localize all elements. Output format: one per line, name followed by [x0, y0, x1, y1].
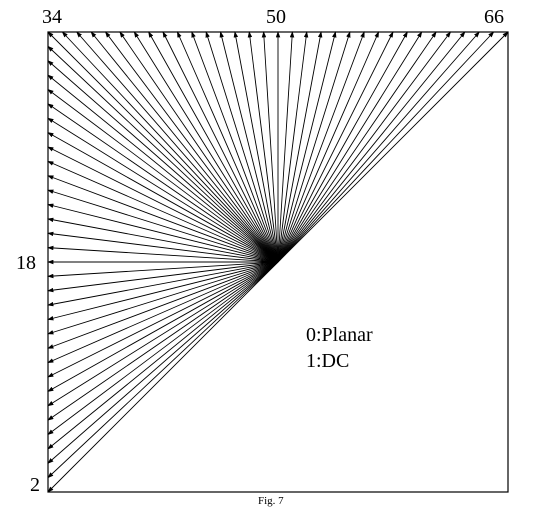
intra-prediction-diagram: [0, 0, 536, 511]
axis-label-2: 2: [30, 474, 40, 497]
annotation-dc: 1:DC: [306, 350, 349, 373]
figure-caption: Fig. 7: [258, 495, 284, 507]
axis-label-50: 50: [266, 6, 286, 29]
axis-label-34: 34: [42, 6, 62, 29]
diagram-root: { "type": "radial-direction-diagram", "c…: [0, 0, 536, 511]
axis-label-66: 66: [484, 6, 504, 29]
annotation-planar: 0:Planar: [306, 324, 373, 347]
axis-label-18: 18: [16, 252, 36, 275]
